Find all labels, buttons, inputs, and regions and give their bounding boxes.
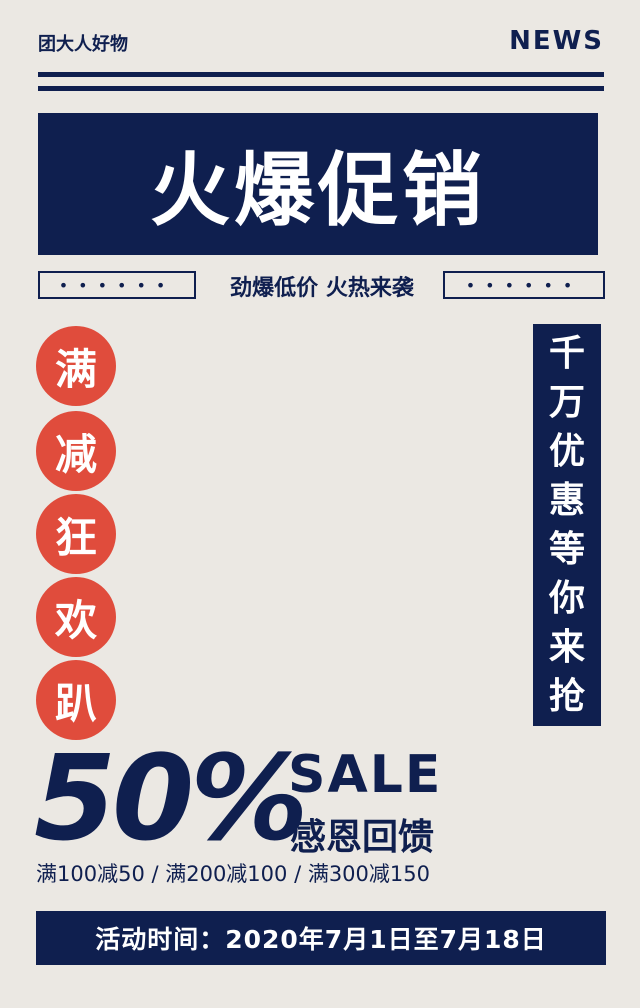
dot-frame-right: •••••• [443,271,605,299]
vertical-char: 惠 [548,480,585,521]
event-time-banner: 活动时间：2020年7月1日至7月18日 [36,911,606,965]
dots-left: •••••• [58,275,176,295]
dot-frame-left: •••••• [38,271,196,299]
circle-char-5: 趴 [36,660,116,740]
discount-percent: 50% [34,729,308,867]
circle-char-3: 狂 [36,494,116,574]
dots-right: •••••• [465,275,583,295]
thanks-label: 感恩回馈 [290,817,435,858]
vertical-banner: 千 万 优 惠 等 你 来 抢 [533,324,601,726]
main-title: 火爆促销 [150,144,486,237]
discount-tiers: 满100减50 / 满200减100 / 满300减150 [36,862,430,886]
brand-name: 团大人好物 [38,34,128,55]
header-rule-bottom [38,86,604,91]
header-rule-top [38,72,604,77]
vertical-char: 万 [548,382,585,423]
title-banner: 火爆促销 [38,113,598,255]
vertical-char: 千 [548,333,585,374]
vertical-char: 你 [548,578,585,619]
news-label: NEWS [509,26,604,56]
circle-char-1: 满 [36,326,116,406]
subtitle: 劲爆低价 火热来袭 [230,276,414,301]
vertical-char: 来 [548,627,585,668]
vertical-char: 抢 [548,676,585,717]
circle-char-2: 减 [36,411,116,491]
vertical-char: 等 [548,529,585,570]
circle-char-4: 欢 [36,577,116,657]
sale-label: SALE [288,745,443,805]
event-time: 活动时间：2020年7月1日至7月18日 [95,925,547,954]
vertical-char: 优 [548,431,585,472]
